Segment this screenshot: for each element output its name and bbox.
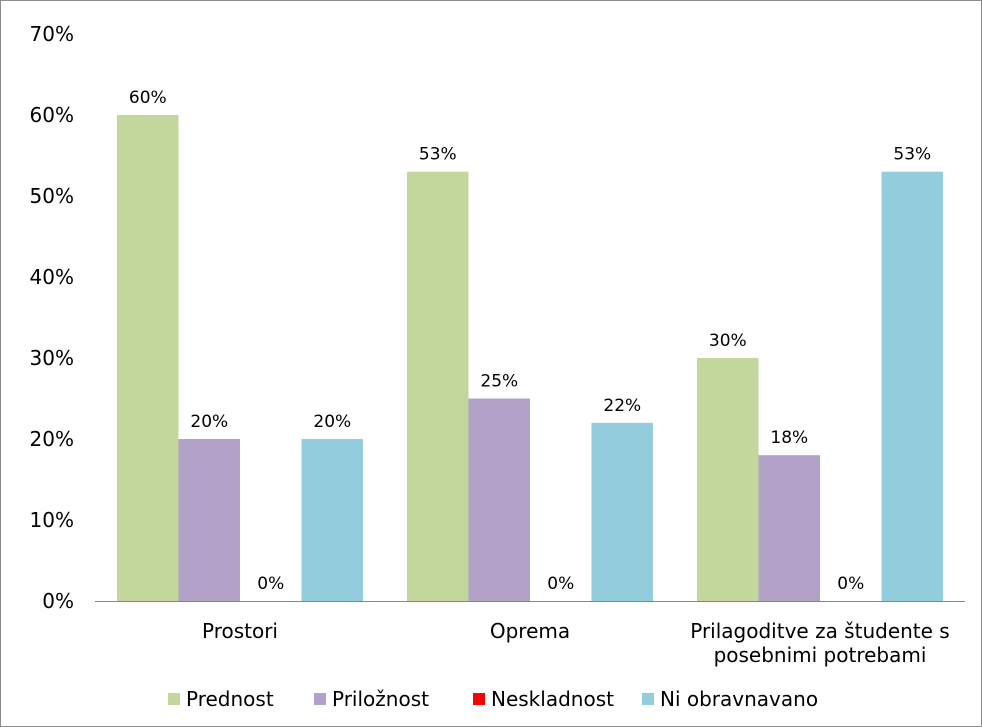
data-label: 0% xyxy=(547,574,574,594)
bar-prednost xyxy=(407,171,469,601)
data-label: 30% xyxy=(709,331,747,351)
bar-priložnost xyxy=(178,439,240,601)
data-label: 20% xyxy=(190,412,228,432)
data-label: 22% xyxy=(603,396,641,416)
y-tick-label: 70% xyxy=(30,22,74,46)
legend-swatch xyxy=(642,693,654,705)
data-label: 53% xyxy=(893,145,931,165)
category-label: Prostori xyxy=(202,619,278,643)
y-tick-label: 10% xyxy=(30,508,74,532)
y-tick-label: 30% xyxy=(30,346,74,370)
legend-label: Ni obravnavano xyxy=(660,687,818,711)
y-tick-label: 60% xyxy=(30,103,74,127)
y-axis: 0% 10% 20% 30% 40% 50% 60% 70% xyxy=(30,22,74,613)
bar-prednost xyxy=(697,358,759,601)
bars: 60% 53% 30% 20% 25% 18% 0% 0% 0% 20% 22% 53% xyxy=(117,88,943,601)
category-label: Oprema xyxy=(490,619,570,643)
y-tick-label: 0% xyxy=(42,589,74,613)
data-label: 18% xyxy=(770,428,808,448)
category-label: Prilagoditve za študente s posebnimi potr… xyxy=(690,619,949,667)
bar-priložnost xyxy=(758,455,820,601)
legend-swatch xyxy=(314,693,326,705)
bar-priložnost xyxy=(468,398,530,601)
category-label-line: posebnimi potrebami xyxy=(714,643,927,667)
category-label-line: Oprema xyxy=(490,619,570,643)
category-label-line: Prilagoditve za študente s xyxy=(690,619,949,643)
legend-label: Neskladnost xyxy=(491,687,614,711)
legend-swatch xyxy=(473,693,485,705)
data-label: 20% xyxy=(313,412,351,432)
bar-ni-obravnavano xyxy=(591,422,653,601)
y-tick-label: 40% xyxy=(30,265,74,289)
bar-ni-obravnavano xyxy=(301,439,363,601)
legend-label: Prednost xyxy=(186,687,274,711)
x-axis: Prostori Oprema Prilagoditve za študente s… xyxy=(95,601,965,667)
data-label: 60% xyxy=(129,88,167,108)
y-tick-label: 20% xyxy=(30,427,74,451)
data-label: 0% xyxy=(257,574,284,594)
legend: Prednost Priložnost Neskladnost Ni obravnav… xyxy=(168,687,818,711)
legend-label: Priložnost xyxy=(332,687,429,711)
y-tick-label: 50% xyxy=(30,184,74,208)
bar-prednost xyxy=(117,115,179,601)
data-label: 0% xyxy=(837,574,864,594)
category-label-line: Prostori xyxy=(202,619,278,643)
legend-swatch xyxy=(168,693,180,705)
data-label: 25% xyxy=(480,372,518,392)
bar-ni-obravnavano xyxy=(881,171,943,601)
data-label: 53% xyxy=(419,145,457,165)
